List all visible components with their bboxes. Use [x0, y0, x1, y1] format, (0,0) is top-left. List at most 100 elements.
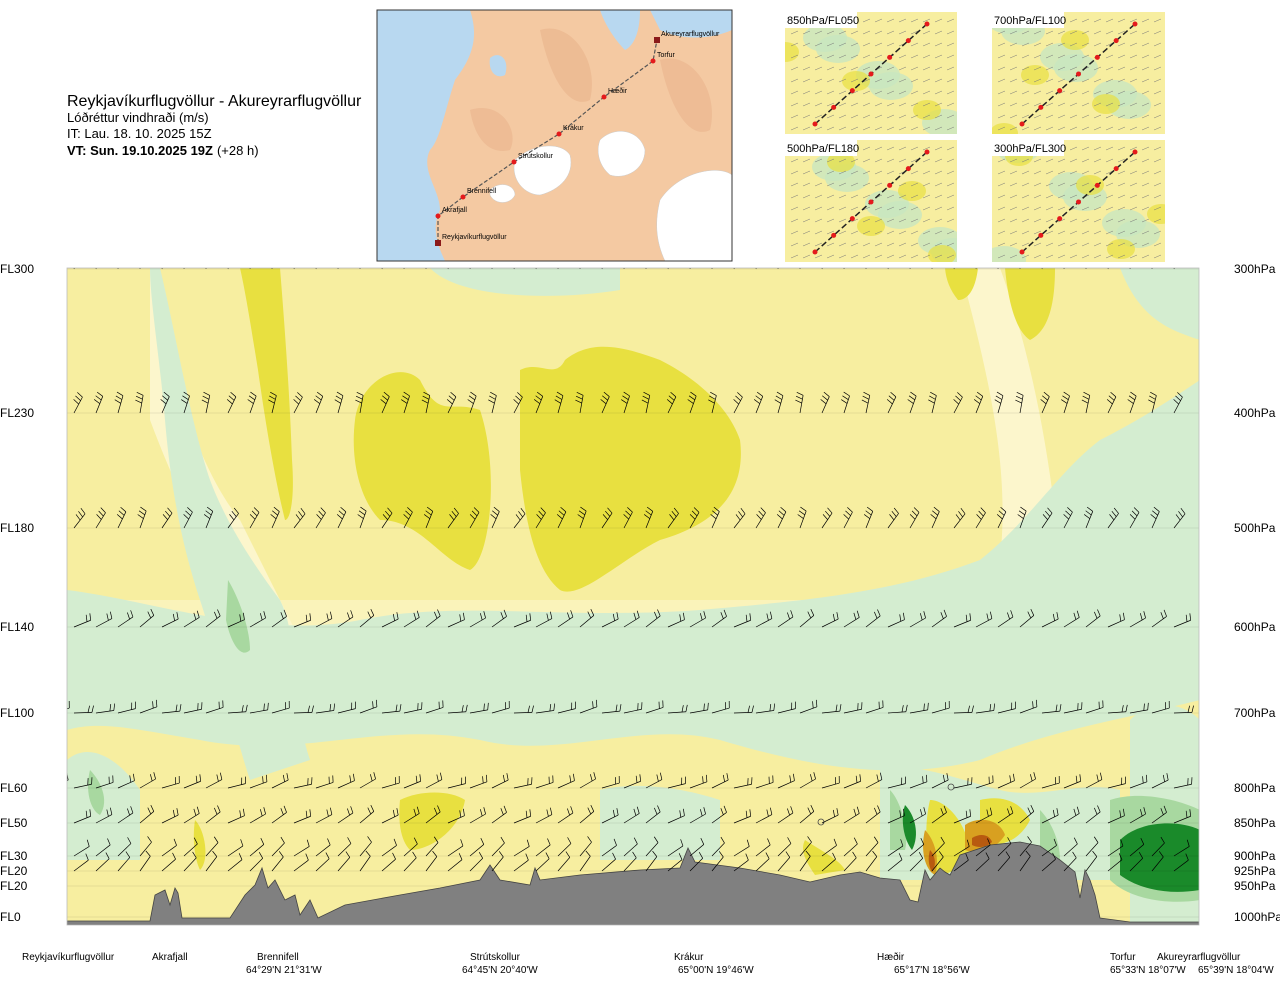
level-map-waypoint [813, 122, 818, 127]
wind-barb-feather [312, 256, 318, 259]
level-map-updraft [1092, 94, 1120, 114]
title-block: Reykjavíkurflugvöllur - Akureyrarflugvöl… [67, 93, 362, 158]
level-map-label: 300hPa/FL300 [994, 143, 1066, 155]
wind-barb-feather [353, 257, 360, 259]
route-map: AkureyrarflugvöllurTorfurHæðirKrákurStrú… [377, 10, 732, 261]
wind-barb-feather [333, 249, 340, 252]
y-left-tick-label: FL20 [0, 864, 28, 878]
y-left-tick-label: FL100 [0, 706, 34, 720]
wind-barb-feather [314, 248, 320, 251]
wind-barb-staff [184, 251, 187, 269]
wind-barb-staff [250, 251, 253, 269]
wind-barb-staff [1174, 252, 1180, 269]
map-waypoint-marker [461, 195, 466, 200]
wind-barb-feather [753, 252, 759, 255]
level-map-label: 500hPa/FL180 [787, 143, 859, 155]
y-axis-left-labels: FL300FL230FL180FL140FL100FL60FL50FL30FL2… [0, 262, 34, 924]
wind-barb-feather [227, 248, 233, 252]
wind-barb-feather [333, 253, 340, 256]
y-left-tick-label: FL140 [0, 620, 34, 634]
level-map-waypoint [906, 38, 911, 43]
valid-time: VT: Sun. 19.10.2025 19Z [67, 143, 213, 158]
wind-barb-feather [49, 396, 55, 399]
issue-time: IT: Lau. 18. 10. 2025 15Z [67, 126, 212, 141]
wind-barb-feather [752, 256, 758, 259]
wind-barb-feather [773, 249, 780, 252]
wind-barb-feather [1171, 256, 1177, 260]
x-waypoint-name: Reykjavíkurflugvöllur [22, 952, 115, 963]
level-map: 850hPa/FL050 [763, 0, 966, 137]
wind-barb-feather [133, 257, 140, 259]
valid-time-line: VT: Sun. 19.10.2025 19Z(+28 h) [67, 143, 259, 158]
x-waypoint-name: Akureyrarflugvöllur [1157, 952, 1241, 963]
wind-barb-feather [1172, 252, 1178, 256]
y-left-tick-label: FL60 [0, 781, 28, 795]
wind-barb-feather [294, 248, 300, 252]
wind-barb-staff [96, 251, 100, 269]
level-map-waypoint [887, 183, 892, 188]
level-maps: 850hPa/FL050 700hPa/FL100 500hPa/FL180 300h… [763, 0, 1175, 274]
wind-barb-feather [754, 248, 760, 251]
x-waypoint-name: Strútskollur [470, 952, 521, 963]
level-map-waypoint [1114, 38, 1119, 43]
wind-barb-staff [52, 616, 67, 627]
wind-barb-feather [61, 837, 65, 843]
y-right-tick-label: 925hPa [1234, 864, 1276, 878]
y-left-tick-label: FL180 [0, 521, 34, 535]
level-map-waypoint [1076, 200, 1081, 205]
wind-barb-feather [72, 252, 78, 256]
level-map-waypoint [1020, 122, 1025, 127]
level-map-updraft [898, 181, 926, 201]
y-right-tick-label: 600hPa [1234, 620, 1276, 634]
level-map-waypoint [831, 105, 836, 110]
wind-barb-feather [113, 256, 120, 259]
y-left-tick-label: FL230 [0, 406, 34, 420]
x-waypoint-coord: 64°45'N 20°40'W [462, 965, 538, 976]
y-left-tick-label: FL300 [0, 262, 34, 276]
map-waypoint-marker [602, 95, 607, 100]
wind-barb-feather [225, 256, 231, 260]
level-map-waypoint [813, 250, 818, 255]
level-map-waypoint [1133, 150, 1138, 155]
wind-barb-staff [316, 251, 320, 269]
map-waypoint-label: Hæðir [608, 87, 628, 95]
level-map-waypoint [1095, 183, 1100, 188]
wind-barb-feather [48, 400, 54, 403]
map-waypoint-label: Akureyrarflugvöllur [661, 31, 720, 38]
level-map: 700hPa/FL100 [987, 6, 1165, 143]
wind-barb-feather [245, 256, 251, 259]
map-waypoint-marker [557, 132, 562, 137]
wind-barb-feather [313, 252, 319, 255]
wind-barb-feather [61, 612, 64, 619]
wind-barb-feather [179, 256, 185, 259]
wind-barb-feather [64, 610, 67, 617]
wind-barb-feather [113, 249, 120, 252]
level-map-label: 700hPa/FL100 [994, 15, 1066, 27]
route-title: Reykjavíkurflugvöllur - Akureyrarflugvöl… [67, 93, 362, 110]
wind-barb-staff [52, 843, 65, 856]
wind-barb-feather [773, 253, 780, 256]
wind-barb-feather [200, 253, 207, 255]
map-airport-marker [654, 37, 660, 43]
level-map-waypoint [906, 166, 911, 171]
wind-barb-feather [180, 252, 186, 255]
wind-barb-feather [61, 808, 64, 815]
x-waypoint-name: Hæðir [877, 951, 905, 963]
wind-barb-staff [52, 780, 68, 788]
level-map-label: 850hPa/FL050 [787, 15, 859, 27]
level-map-updraft [857, 216, 885, 236]
wind-barb-feather [353, 249, 360, 251]
x-waypoint-name: Torfur [1110, 952, 1136, 963]
wind-barb-feather [226, 252, 232, 256]
x-waypoint-name: Brennifell [257, 952, 299, 963]
level-map-waypoint [850, 88, 855, 93]
wind-barb-staff [228, 252, 233, 269]
wind-barb-feather [52, 511, 57, 515]
x-waypoint-name: Krákur [674, 952, 704, 963]
wind-barb-feather [51, 514, 56, 518]
level-map-waypoint [925, 150, 930, 155]
wind-barb-feather [734, 248, 740, 252]
wind-barb-feather [333, 256, 340, 259]
y-right-tick-label: 400hPa [1234, 406, 1276, 420]
